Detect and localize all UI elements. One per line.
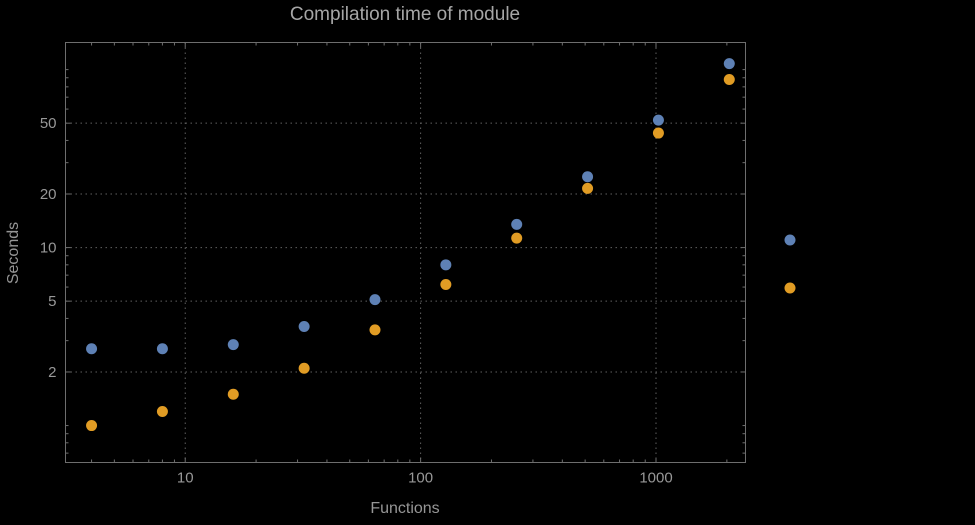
data-point-series-1 [652,114,664,126]
y-tick-label: 50 [40,115,57,132]
legend-marker-series-2 [784,282,796,294]
x-axis-label: Functions [370,500,440,517]
data-point-series-1 [86,343,98,355]
plot-frame [65,42,746,463]
x-tick-label: 100 [408,470,433,487]
data-point-series-1 [369,294,381,306]
y-tick-label: 5 [48,293,56,310]
data-point-series-2 [582,182,594,194]
y-tick-label: 20 [40,186,57,203]
data-point-series-2 [298,362,310,374]
data-point-series-2 [440,279,452,291]
chart-title: Compilation time of module [289,4,521,25]
data-point-series-1 [511,218,523,230]
x-tick-label: 10 [177,470,194,487]
y-tick-label: 2 [48,364,56,381]
data-point-series-1 [298,321,310,333]
data-point-series-1 [582,171,594,183]
y-tick-label: 10 [40,240,57,257]
data-point-series-1 [440,259,452,271]
data-point-series-2 [652,127,664,139]
x-tick-label: 1000 [639,470,672,487]
data-point-series-1 [227,339,239,351]
data-point-series-1 [723,58,735,70]
data-point-series-2 [86,420,98,432]
data-point-series-2 [369,324,381,336]
y-axis-label: Seconds [5,221,22,285]
data-point-series-1 [156,343,168,355]
data-point-series-2 [227,388,239,400]
data-point-series-2 [723,73,735,85]
data-point-series-2 [156,405,168,417]
data-point-series-2 [511,232,523,244]
legend-marker-series-1 [784,234,796,246]
